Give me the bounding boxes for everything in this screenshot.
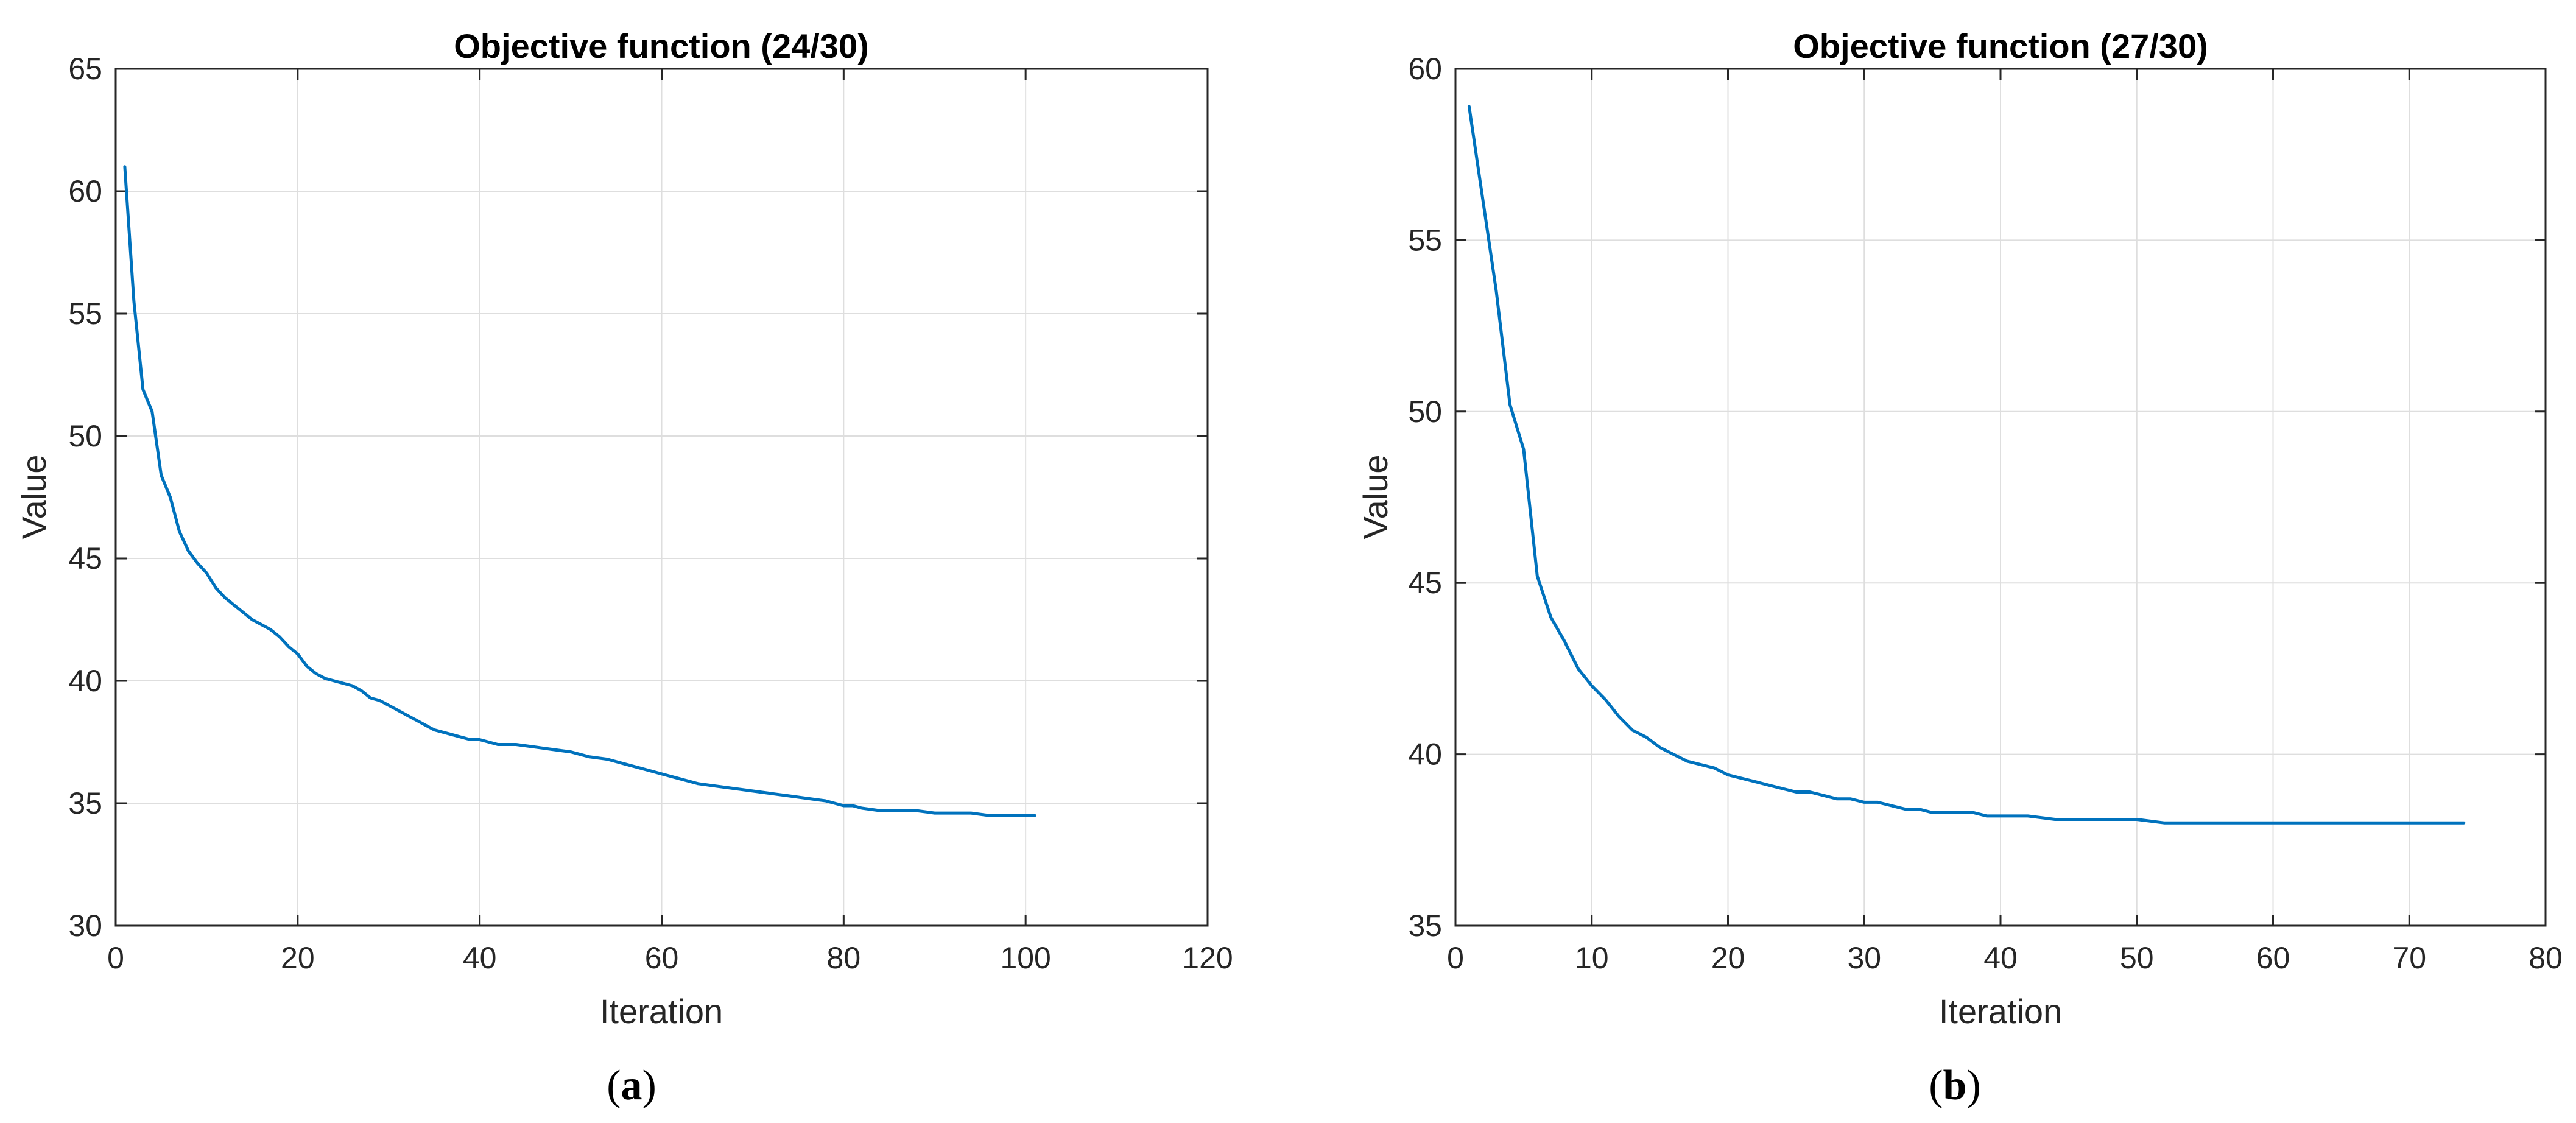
y-tick-label: 45	[68, 541, 102, 576]
y-tick-label: 55	[1408, 223, 1442, 257]
grid-b	[1455, 68, 2546, 926]
x-tick-label: 20	[1711, 941, 1745, 975]
caption-letter-b: b	[1943, 1062, 1967, 1109]
x-tick-label: 100	[1000, 941, 1050, 975]
y-tick-label: 35	[68, 786, 102, 820]
x-tick-label: 70	[2392, 941, 2426, 975]
y-tick-label: 45	[1408, 566, 1442, 600]
y-tick-label: 60	[68, 174, 102, 208]
series-line-b	[1467, 105, 2466, 825]
caption-a: (a)	[607, 1062, 656, 1109]
y-tick-label: 65	[68, 52, 102, 86]
x-tick-label: 0	[107, 941, 124, 975]
x-tick-label: 20	[281, 941, 315, 975]
x-tick-label: 50	[2120, 941, 2154, 975]
y-tick-label: 60	[1408, 52, 1442, 86]
y-tick-label: 30	[68, 909, 102, 943]
chart-panel-b: 0 10 20 30 40 50 60 70 80 35 40 45 50 55 60 Objective …	[1356, 27, 2563, 1109]
chart-panel-a: 0 20 40 60 80 100 120 30 35 40 45 50 55 60 65 Objectiv…	[15, 27, 1233, 1109]
ticks-a: 0 20 40 60 80 100 120 30 35 40 45 50 55 60 65	[68, 52, 1233, 975]
y-tick-label: 55	[68, 297, 102, 331]
caption-b: (b)	[1929, 1062, 1981, 1109]
x-tick-label: 30	[1847, 941, 1881, 975]
x-tick-label: 10	[1575, 941, 1609, 975]
caption-letter-a: a	[621, 1062, 642, 1109]
x-axis-label-a: Iteration	[600, 992, 723, 1030]
x-tick-label: 80	[2528, 941, 2563, 975]
y-tick-label: 50	[1408, 395, 1442, 429]
chart-title-b: Objective function (27/30)	[1793, 27, 2208, 65]
y-axis-label-a: Value	[15, 454, 53, 539]
ticks-b: 0 10 20 30 40 50 60 70 80 35 40 45 50 55 60	[1408, 52, 2562, 975]
x-tick-label: 120	[1182, 941, 1233, 975]
x-tick-label: 80	[827, 941, 861, 975]
x-tick-label: 60	[2256, 941, 2290, 975]
x-tick-label: 0	[1447, 941, 1464, 975]
x-tick-label: 40	[463, 941, 497, 975]
x-tick-label: 60	[645, 941, 679, 975]
grid-a	[115, 68, 1208, 926]
y-tick-label: 35	[1408, 909, 1442, 943]
y-tick-label: 50	[68, 419, 102, 453]
y-tick-label: 40	[68, 664, 102, 698]
y-axis-label-b: Value	[1356, 454, 1395, 539]
series-line-a	[123, 165, 1036, 817]
x-axis-label-b: Iteration	[1939, 992, 2062, 1030]
y-tick-label: 40	[1408, 738, 1442, 772]
x-tick-label: 40	[1983, 941, 2018, 975]
chart-title-a: Objective function (24/30)	[454, 27, 869, 65]
